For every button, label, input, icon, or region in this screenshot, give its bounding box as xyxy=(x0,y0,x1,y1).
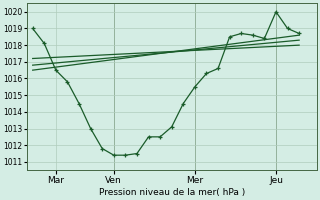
X-axis label: Pression niveau de la mer( hPa ): Pression niveau de la mer( hPa ) xyxy=(99,188,245,197)
